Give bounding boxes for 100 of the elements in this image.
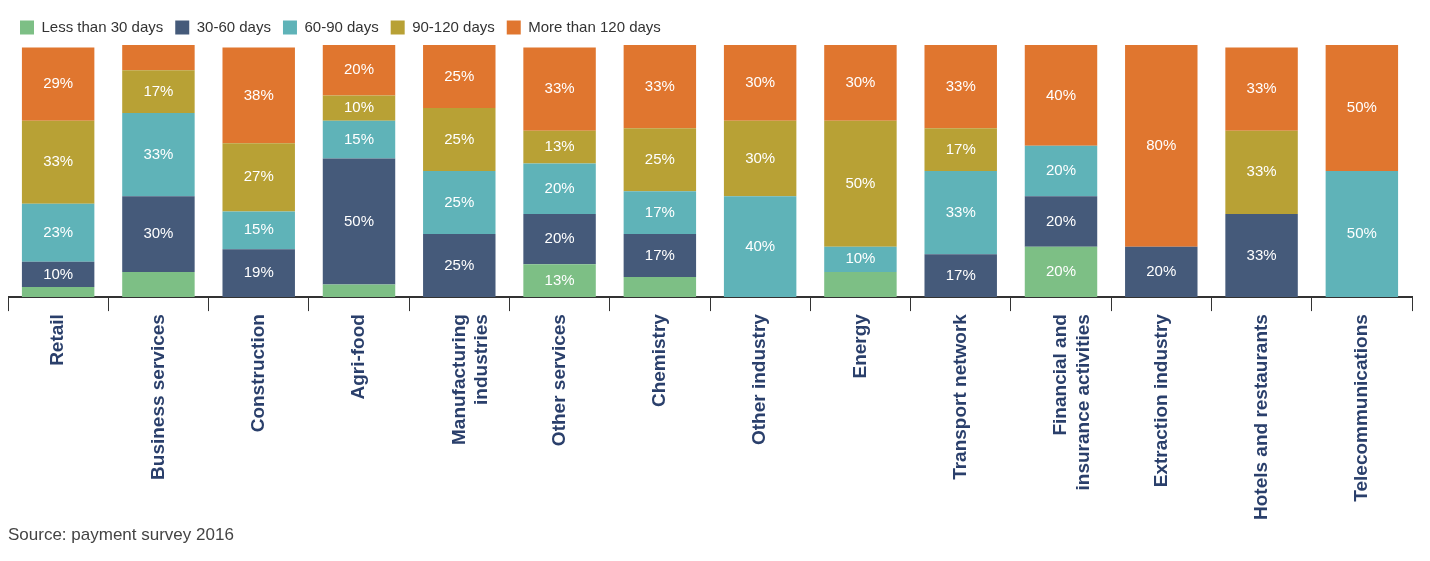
x-tick-label: Hotels and restaurants	[1249, 314, 1271, 521]
data-label: 20%	[544, 178, 575, 196]
bar	[523, 47, 596, 131]
data-label: 50%	[845, 173, 876, 191]
x-tick-label: Financial and insurance activities	[1049, 314, 1094, 491]
bar	[122, 70, 195, 114]
data-label: 25%	[444, 255, 475, 273]
x-tick-label: Manufacturing industries	[447, 314, 492, 445]
data-label: 33%	[544, 79, 575, 97]
legend-label: 60-90 days	[304, 17, 379, 35]
bar	[824, 271, 897, 298]
bar	[523, 213, 596, 265]
data-label: 17%	[143, 81, 174, 99]
bar	[322, 120, 396, 159]
data-label: 30%	[745, 148, 776, 166]
bar	[924, 128, 997, 172]
data-label: 33%	[1246, 245, 1277, 263]
bar	[21, 47, 95, 121]
data-label: 33%	[644, 76, 675, 94]
data-label: 20%	[544, 229, 575, 247]
bar	[222, 249, 295, 298]
bar	[1225, 213, 1298, 298]
bar	[723, 45, 797, 121]
data-label: 13%	[544, 270, 575, 288]
data-label: 40%	[1045, 85, 1077, 103]
bar	[423, 171, 496, 235]
bar	[924, 254, 997, 298]
data-label: 25%	[444, 66, 475, 84]
bar	[824, 246, 897, 272]
data-label: 17%	[945, 265, 976, 283]
bar	[1225, 130, 1298, 214]
bar	[623, 45, 697, 129]
bar	[1125, 246, 1198, 298]
data-label: 50%	[343, 211, 375, 229]
bar	[21, 120, 95, 204]
bar	[523, 130, 596, 164]
data-label: 20%	[343, 60, 375, 78]
data-label: 10%	[343, 98, 375, 116]
bar	[122, 113, 195, 197]
data-label: 17%	[945, 139, 976, 157]
bar	[322, 45, 396, 96]
bar	[21, 203, 95, 262]
bar	[623, 128, 697, 192]
data-label: 20%	[1045, 211, 1077, 229]
bar	[924, 45, 997, 129]
data-label: 29%	[43, 74, 74, 92]
bar	[122, 271, 195, 298]
bar	[623, 276, 697, 298]
x-tick-label: Chemistry	[648, 313, 670, 408]
bar	[322, 284, 396, 298]
data-label: 25%	[644, 149, 675, 167]
x-tick-label: Telecommunications	[1350, 314, 1372, 502]
data-label: 30%	[745, 72, 776, 90]
data-label: 10%	[845, 249, 876, 267]
x-tick-label: Extraction industry	[1149, 313, 1171, 488]
bar	[1024, 145, 1098, 197]
data-label: 40%	[745, 236, 776, 254]
x-tick-label: Other services	[547, 314, 569, 447]
data-label: 50%	[1346, 98, 1377, 116]
bar	[1225, 47, 1298, 131]
data-label: 17%	[644, 202, 675, 220]
data-label: 23%	[43, 222, 74, 240]
legend-label: 90-120 days	[412, 17, 495, 35]
bar	[322, 158, 396, 285]
data-label: 25%	[444, 129, 475, 147]
bar	[322, 95, 396, 121]
data-label: 33%	[945, 76, 976, 94]
legend-label: Less than 30 days	[41, 17, 164, 35]
bar	[523, 264, 596, 298]
data-label: 33%	[1246, 79, 1277, 97]
data-label: 33%	[43, 152, 74, 170]
legend-label: 30-60 days	[196, 17, 271, 35]
data-label: 17%	[644, 245, 675, 263]
data-label: 80%	[1146, 135, 1177, 153]
bar	[623, 191, 697, 235]
x-tick-label: Energy	[848, 313, 870, 379]
data-label: 30%	[845, 72, 876, 90]
data-label: 15%	[343, 129, 375, 147]
bar	[924, 171, 997, 255]
bar	[423, 234, 496, 298]
bar	[824, 120, 897, 247]
data-label: 13%	[544, 137, 575, 155]
bar	[723, 196, 797, 298]
data-label: 19%	[243, 263, 274, 281]
data-label: 20%	[1045, 161, 1077, 179]
data-label: 15%	[243, 220, 274, 238]
bar	[222, 211, 295, 250]
bar	[222, 47, 295, 144]
bar	[1024, 246, 1098, 298]
bar	[423, 45, 496, 109]
x-tick-label: Business services	[146, 314, 168, 480]
data-label: 20%	[1146, 262, 1177, 280]
x-tick-label: Transport network	[948, 313, 970, 480]
bar	[824, 45, 897, 121]
x-tick-label: Agri-food	[347, 314, 369, 400]
bar	[623, 234, 697, 277]
data-label: 50%	[1346, 224, 1377, 242]
x-tick-label: Other industry	[748, 313, 770, 446]
data-label: 10%	[43, 264, 74, 282]
bar	[122, 45, 195, 71]
